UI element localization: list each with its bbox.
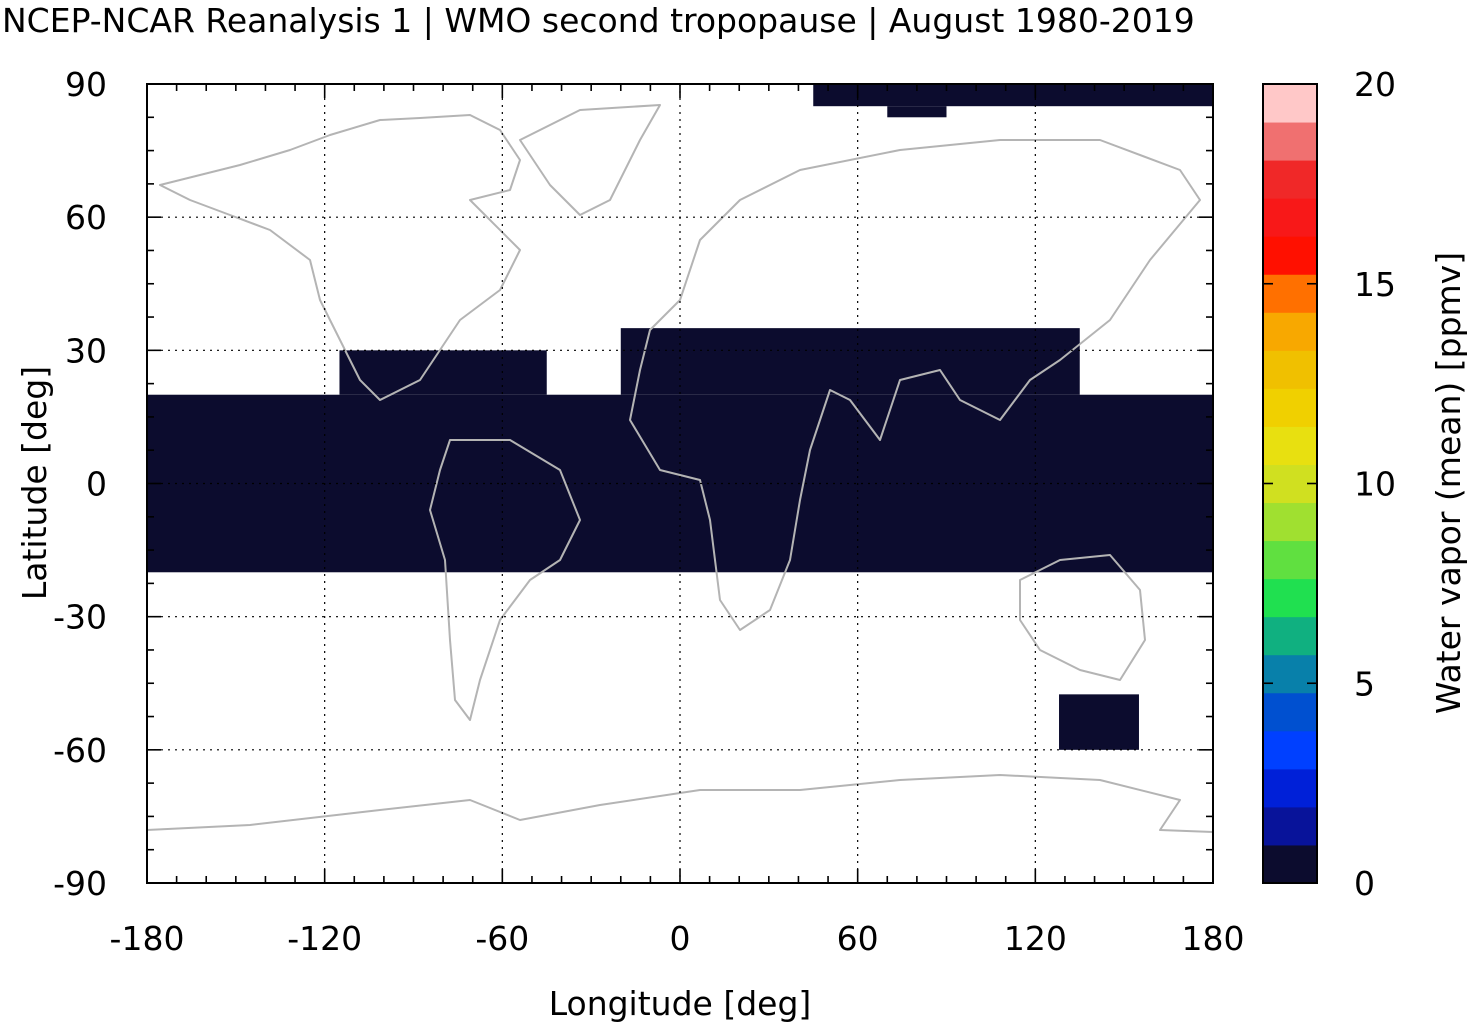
colorbar-swatch-20: [1263, 84, 1317, 123]
colorbar-swatch-4: [1263, 692, 1317, 732]
colorbar-tick-labels: 0 5 10 15 20: [1263, 65, 1396, 903]
colorbar-swatch-0: [1263, 844, 1317, 884]
x-tick-label: 120: [1004, 919, 1067, 958]
y-tick-label: -30: [53, 598, 107, 637]
colorbar-swatch-14: [1263, 312, 1317, 351]
colorbar-swatch-11: [1263, 426, 1317, 465]
colorbar-tick-label: 20: [1354, 65, 1396, 104]
colorbar-label: Water vapor (mean) [ppmv]: [1429, 252, 1468, 714]
colorbar-swatch-3: [1263, 730, 1317, 770]
x-tick-labels: -180 -120 -60 0 60 120 180: [110, 919, 1245, 958]
colorbar-swatch-12: [1263, 388, 1317, 427]
colorbar-swatch-18: [1263, 160, 1317, 199]
y-tick-labels: 90 60 30 0 -30 -60 -90: [53, 65, 107, 903]
x-tick-label: 0: [670, 919, 691, 958]
colorbar-swatch-8: [1263, 540, 1317, 580]
colorbar-swatch-19: [1263, 122, 1317, 161]
y-axis-label: Latitude [deg]: [15, 366, 54, 600]
colorbar-swatches: [1263, 84, 1317, 884]
colorbar-swatch-5: [1263, 654, 1317, 694]
x-tick-label: -180: [110, 919, 185, 958]
colorbar-swatch-17: [1263, 198, 1317, 237]
coast-greenland: [519, 104, 661, 216]
heatmap-region-2: [620, 328, 1080, 395]
heatmap-region-3: [813, 84, 1213, 107]
y-tick-label: 90: [65, 65, 107, 104]
grid-lines: [147, 84, 1213, 883]
y-tick-label: -60: [53, 731, 107, 770]
colorbar-tick-label: 5: [1354, 664, 1375, 703]
y-tick-label: 0: [86, 465, 107, 504]
colorbar-tick-label: 0: [1354, 864, 1375, 903]
colorbar-swatch-13: [1263, 350, 1317, 389]
coast-australia: [1019, 554, 1146, 681]
heatmap-region-1: [339, 350, 547, 395]
colorbar-swatch-9: [1263, 502, 1317, 542]
x-tick-label: -60: [475, 919, 529, 958]
x-tick-label: -120: [287, 919, 362, 958]
chart-title: NCEP-NCAR Reanalysis 1 | WMO second trop…: [2, 1, 1195, 40]
y-tick-label: 60: [65, 198, 107, 237]
coast-north-america: [159, 114, 521, 401]
heatmap-region-4: [887, 106, 947, 118]
y-tick-label: 30: [65, 331, 107, 370]
colorbar-tick-label: 10: [1354, 465, 1396, 504]
y-tick-label: -90: [53, 864, 107, 903]
colorbar-swatch-6: [1263, 616, 1317, 656]
colorbar-swatch-2: [1263, 768, 1317, 808]
colorbar: 0 5 10 15 20: [1262, 65, 1396, 903]
colorbar-swatch-16: [1263, 236, 1317, 275]
tick-marks: [146, 83, 1214, 884]
coastlines: [146, 104, 1214, 833]
heatmap-region-5: [1059, 694, 1139, 750]
colorbar-swatch-7: [1263, 578, 1317, 618]
map-panel: [146, 83, 1214, 884]
coast-south-america: [429, 439, 581, 721]
x-axis-label: Longitude [deg]: [549, 984, 812, 1023]
x-tick-label: 180: [1182, 919, 1245, 958]
colorbar-tick-label: 15: [1354, 265, 1396, 304]
colorbar-swatch-1: [1263, 806, 1317, 846]
coast-eurasia-africa: [629, 139, 1201, 631]
x-tick-label: 60: [837, 919, 879, 958]
coast-antarctica: [146, 774, 1214, 833]
colorbar-swatch-15: [1263, 274, 1317, 313]
